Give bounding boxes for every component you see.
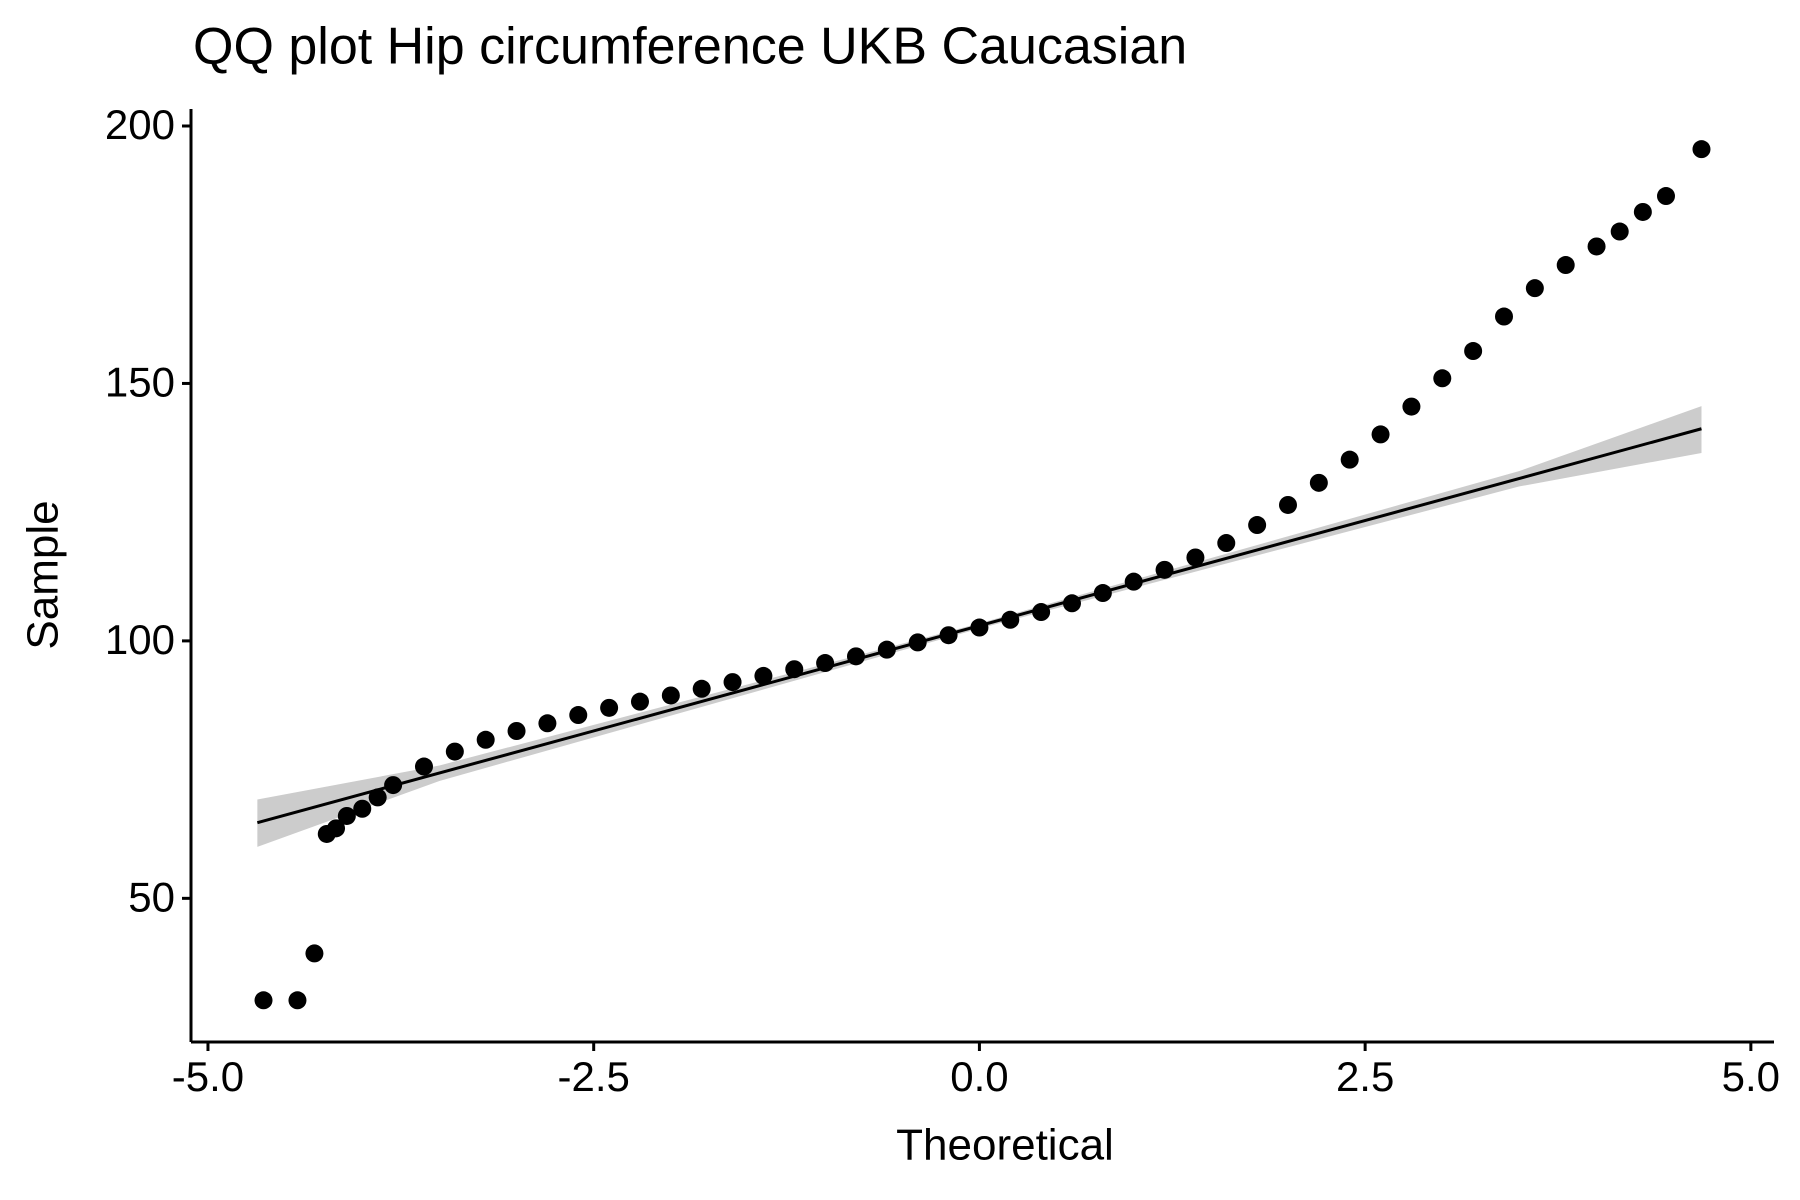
point [368,788,387,807]
point [1692,140,1711,159]
point [1464,342,1483,361]
point [1633,202,1652,221]
point [1340,450,1359,469]
point [1217,534,1236,553]
point [1610,222,1629,241]
x-tick-label: -5.0 [172,1053,244,1100]
point [538,714,557,733]
point [1278,495,1297,514]
y-axis-label: Sample [19,500,68,649]
point [414,757,433,776]
point [445,742,464,761]
y-tick-label: 150 [105,359,175,406]
reference-line [256,427,1702,825]
point [1433,369,1452,388]
point [1525,279,1544,298]
point [337,806,356,825]
point [1494,307,1513,326]
point [1587,237,1606,256]
point [1371,425,1390,444]
x-tick-label: 0.0 [950,1053,1008,1100]
point [630,692,649,711]
point [353,799,372,818]
y-tick-label: 100 [105,616,175,663]
point [1556,256,1575,275]
point [1186,548,1205,567]
point [723,673,742,692]
x-tick-label: -2.5 [558,1053,630,1100]
y-tick-label: 50 [128,873,175,920]
point [305,944,324,963]
point [476,730,495,749]
y-tick-label: 200 [105,101,175,148]
point [661,686,680,705]
x-tick-label: 2.5 [1336,1053,1394,1100]
point [1248,516,1267,535]
point [1309,473,1328,492]
point [327,819,346,838]
point [754,666,773,685]
point [569,706,588,725]
point [507,722,526,740]
point [1402,397,1421,416]
point [600,698,619,717]
point [288,991,307,1010]
x-axis-label: Theoretical [896,1121,1114,1170]
point [254,991,273,1010]
point [692,679,711,698]
chart-title: QQ plot Hip circumference UKB Caucasian [193,18,1187,76]
x-tick-label: 5.0 [1722,1053,1780,1100]
point [1656,187,1675,206]
